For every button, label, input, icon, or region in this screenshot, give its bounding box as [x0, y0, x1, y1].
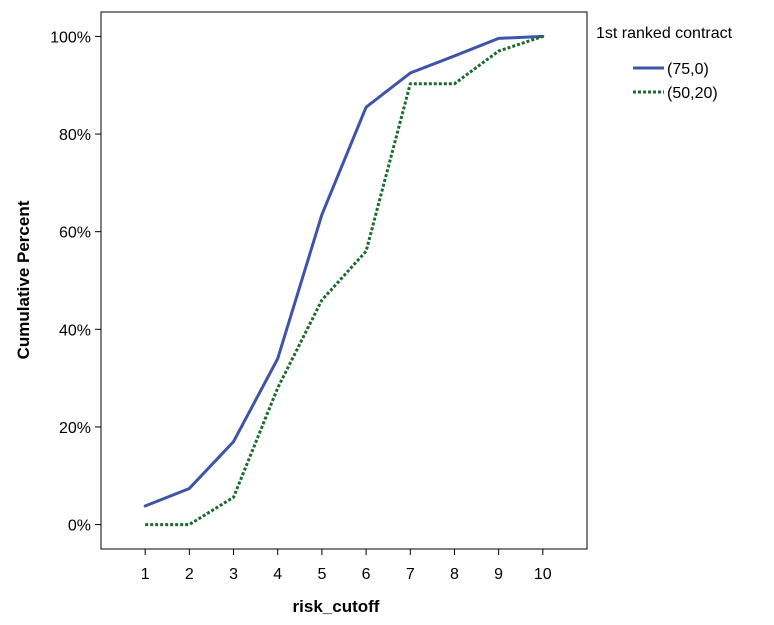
x-tick-label: 5	[317, 566, 326, 583]
series-line-1	[143, 34, 545, 508]
x-tick-label: 4	[273, 566, 282, 583]
x-axis: 1 2 3 4 5 6 7 8 9 10	[141, 549, 552, 583]
y-tick-label: 80%	[59, 127, 91, 144]
x-axis-title: risk_cutoff	[293, 597, 380, 616]
x-tick-label: 1	[141, 566, 150, 583]
x-tick-label: 9	[494, 566, 503, 583]
x-tick-label: 2	[185, 566, 194, 583]
y-tick-label: 20%	[59, 420, 91, 437]
y-axis: 0% 20% 40% 60% 80% 100%	[50, 29, 101, 535]
legend: 1st ranked contract (75,0) (50,20)	[596, 25, 733, 102]
x-tick-label: 3	[229, 566, 238, 583]
x-tick-label: 10	[534, 566, 552, 583]
y-axis-title: Cumulative Percent	[14, 200, 33, 359]
x-tick-label: 6	[362, 566, 371, 583]
plot-frame	[100, 11, 588, 550]
y-tick-label: 40%	[59, 322, 91, 339]
legend-label-series-1: (75,0)	[667, 61, 709, 78]
y-tick-label: 60%	[59, 225, 91, 242]
series-lines	[143, 34, 545, 527]
y-tick-label: 100%	[50, 29, 91, 46]
series-line-2	[145, 34, 544, 527]
legend-label-series-2: (50,20)	[667, 85, 718, 102]
y-tick-label: 0%	[68, 518, 91, 535]
legend-title: 1st ranked contract	[596, 25, 733, 42]
x-tick-label: 8	[450, 566, 459, 583]
x-tick-label: 7	[406, 566, 415, 583]
